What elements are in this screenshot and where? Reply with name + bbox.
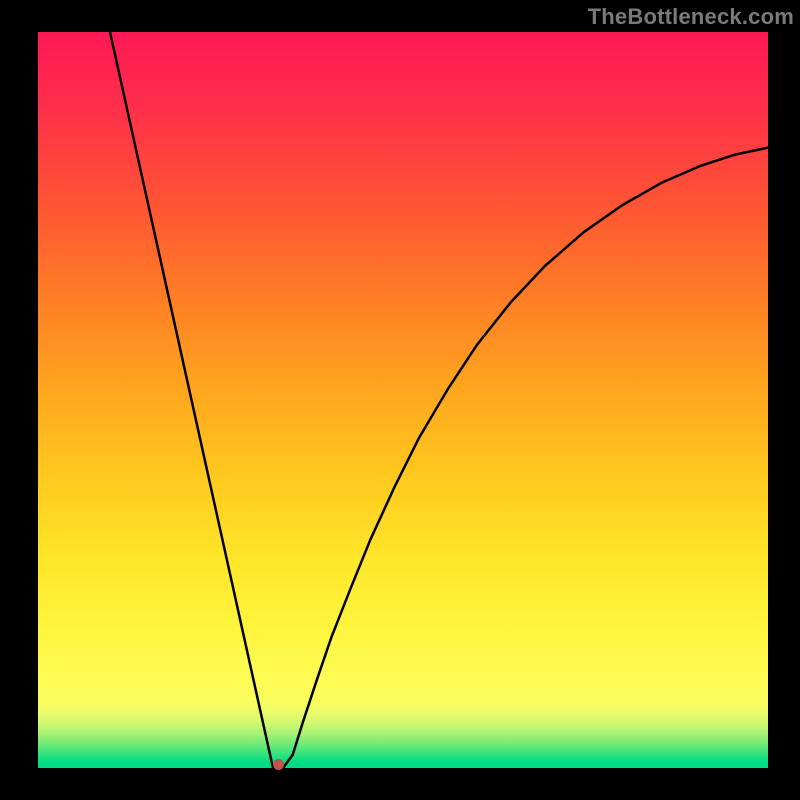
chart-container: TheBottleneck.com [0,0,800,800]
minimum-marker [273,759,284,770]
bottleneck-curve [38,32,768,768]
watermark-text: TheBottleneck.com [588,4,794,30]
plot-area [38,32,768,768]
